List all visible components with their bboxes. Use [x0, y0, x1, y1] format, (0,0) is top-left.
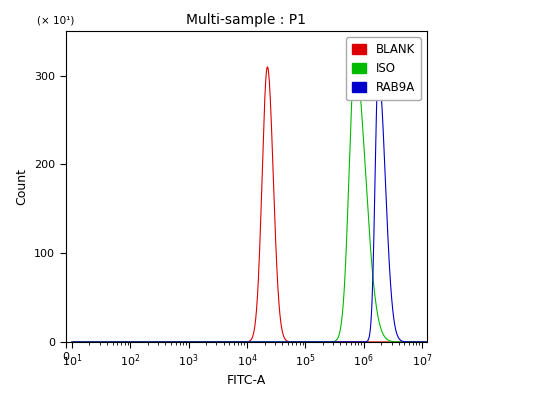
RAB9A [224, 340, 230, 344]
BLANK [253, 313, 259, 318]
ISO [424, 340, 431, 344]
BLANK [68, 340, 75, 344]
RAB9A [375, 69, 382, 74]
RAB9A [131, 340, 137, 344]
RAB9A [367, 329, 374, 334]
ISO [207, 340, 213, 344]
RAB9A [229, 340, 236, 344]
X-axis label: FITC-A: FITC-A [226, 375, 266, 387]
Title: Multi-sample : P1: Multi-sample : P1 [186, 13, 306, 28]
BLANK [224, 340, 230, 344]
BLANK [424, 340, 431, 344]
RAB9A [424, 340, 431, 344]
Line: RAB9A: RAB9A [72, 72, 428, 342]
BLANK [131, 340, 137, 344]
Line: BLANK: BLANK [72, 67, 428, 342]
ISO [68, 340, 75, 344]
BLANK [207, 340, 213, 344]
Y-axis label: Count: Count [15, 168, 28, 205]
BLANK [264, 64, 271, 69]
RAB9A [68, 340, 75, 344]
ISO [352, 57, 358, 62]
ISO [229, 340, 236, 344]
ISO [224, 340, 230, 344]
Legend: BLANK, ISO, RAB9A: BLANK, ISO, RAB9A [346, 37, 421, 100]
RAB9A [253, 340, 259, 344]
ISO [367, 244, 374, 249]
Line: ISO: ISO [72, 60, 428, 342]
BLANK [229, 340, 236, 344]
ISO [131, 340, 137, 344]
Text: (× 10¹): (× 10¹) [37, 15, 74, 25]
RAB9A [207, 340, 213, 344]
BLANK [367, 340, 374, 344]
ISO [253, 340, 259, 344]
